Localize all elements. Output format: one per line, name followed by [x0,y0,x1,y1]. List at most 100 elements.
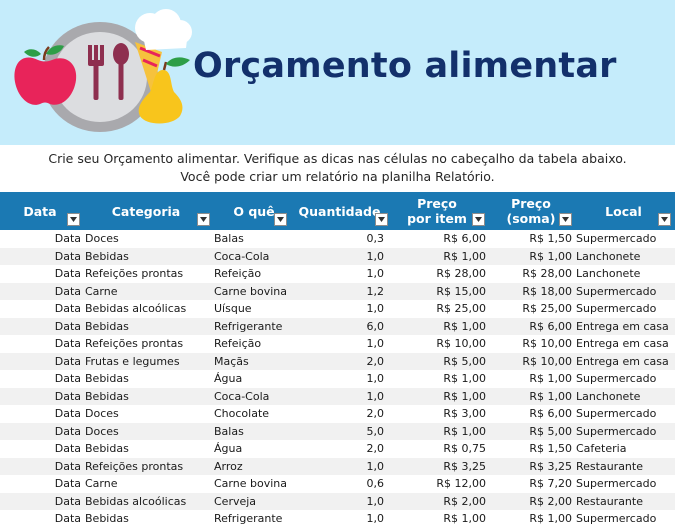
cell-place[interactable]: Lanchonete [576,249,641,263]
cell-date[interactable]: Data [54,512,81,525]
cell-what[interactable]: Coca-Cola [214,249,270,263]
cell-quantity[interactable]: 0,6 [366,477,385,490]
cell-price-per-item[interactable]: R$ 0,75 [443,442,486,455]
cell-what[interactable]: Água [214,372,243,385]
cell-quantity[interactable]: 6,0 [366,319,385,333]
cell-what[interactable]: Chocolate [214,407,270,420]
cell-price-per-item[interactable]: R$ 15,00 [436,284,486,298]
table-row[interactable]: Data Refeições prontas Refeição 1,0 R$ 1… [0,335,675,353]
cell-place[interactable]: Restaurante [576,459,643,473]
cell-quantity[interactable]: 1,0 [366,302,385,315]
table-row[interactable]: Data Bebidas Refrigerante 6,0 R$ 1,00 R$… [0,317,675,335]
cell-place[interactable]: Lanchonete [576,267,641,280]
cell-what[interactable]: Coca-Cola [214,389,270,403]
cell-place[interactable]: Entrega em casa [576,319,669,333]
column-header-quantity[interactable]: Quantidade [299,192,390,230]
cell-what[interactable]: Carne bovina [214,477,287,490]
cell-category[interactable]: Bebidas [85,249,129,263]
cell-what[interactable]: Refeição [214,267,262,280]
cell-what[interactable]: Balas [214,232,244,245]
filter-dropdown-icon[interactable] [274,213,287,226]
cell-price-sum[interactable]: R$ 2,00 [529,494,572,508]
cell-place[interactable]: Cafeteria [576,442,627,455]
cell-place[interactable]: Supermercado [576,477,657,490]
cell-price-sum[interactable]: R$ 3,25 [529,459,572,473]
table-row[interactable]: Data Bebidas Água 1,0 R$ 1,00 R$ 1,00 Su… [0,370,675,388]
cell-what[interactable]: Refeição [214,337,262,350]
table-row[interactable]: Data Bebidas Coca-Cola 1,0 R$ 1,00 R$ 1,… [0,387,675,405]
cell-quantity[interactable]: 1,2 [366,284,385,298]
cell-date[interactable]: Data [54,459,81,473]
cell-date[interactable]: Data [54,424,81,438]
cell-category[interactable]: Refeições prontas [85,459,184,473]
cell-category[interactable]: Doces [85,232,119,245]
cell-price-sum[interactable]: R$ 5,00 [529,424,572,438]
cell-place[interactable]: Supermercado [576,424,657,438]
cell-price-per-item[interactable]: R$ 3,25 [443,459,486,473]
cell-date[interactable]: Data [54,389,81,403]
cell-quantity[interactable]: 1,0 [366,372,385,385]
cell-category[interactable]: Bebidas alcoólicas [85,494,187,508]
cell-price-sum[interactable]: R$ 1,00 [529,249,572,263]
cell-quantity[interactable]: 1,0 [366,267,385,280]
cell-what[interactable]: Uísque [214,302,252,315]
cell-price-sum[interactable]: R$ 18,00 [522,284,572,298]
table-row[interactable]: Data Carne Carne bovina 1,2 R$ 15,00 R$ … [0,282,675,300]
cell-date[interactable]: Data [54,442,81,455]
cell-category[interactable]: Refeições prontas [85,337,184,350]
cell-quantity[interactable]: 2,0 [366,354,385,368]
cell-price-per-item[interactable]: R$ 1,00 [443,372,486,385]
cell-date[interactable]: Data [54,319,81,333]
cell-price-sum[interactable]: R$ 25,00 [522,302,572,315]
cell-quantity[interactable]: 1,0 [366,459,385,473]
cell-category[interactable]: Carne [85,477,118,490]
cell-date[interactable]: Data [54,232,81,245]
cell-date[interactable]: Data [54,407,81,420]
cell-date[interactable]: Data [54,249,81,263]
cell-price-sum[interactable]: R$ 1,00 [529,389,572,403]
cell-quantity[interactable]: 0,3 [366,232,385,245]
cell-price-sum[interactable]: R$ 1,50 [529,232,572,245]
cell-price-per-item[interactable]: R$ 1,00 [443,249,486,263]
filter-dropdown-icon[interactable] [375,213,388,226]
cell-category[interactable]: Bebidas [85,372,129,385]
cell-category[interactable]: Refeições prontas [85,267,184,280]
cell-place[interactable]: Supermercado [576,512,657,525]
cell-date[interactable]: Data [54,354,81,368]
cell-quantity[interactable]: 1,0 [366,494,385,508]
table-row[interactable]: Data Bebidas Coca-Cola 1,0 R$ 1,00 R$ 1,… [0,247,675,265]
filter-dropdown-icon[interactable] [559,213,572,226]
cell-category[interactable]: Bebidas [85,389,129,403]
cell-price-sum[interactable]: R$ 7,20 [529,477,572,490]
cell-category[interactable]: Doces [85,424,119,438]
filter-dropdown-icon[interactable] [197,213,210,226]
table-row[interactable]: Data Frutas e legumes Maçãs 2,0 R$ 5,00 … [0,352,675,370]
table-row[interactable]: Data Refeições prontas Arroz 1,0 R$ 3,25… [0,457,675,475]
cell-category[interactable]: Bebidas [85,512,129,525]
cell-what[interactable]: Refrigerante [214,512,283,525]
filter-dropdown-icon[interactable] [67,213,80,226]
column-header-category[interactable]: Categoria [84,192,213,230]
cell-price-sum[interactable]: R$ 10,00 [522,354,572,368]
table-row[interactable]: Data Refeições prontas Refeição 1,0 R$ 2… [0,265,675,283]
cell-place[interactable]: Supermercado [576,284,657,298]
cell-what[interactable]: Balas [214,424,244,438]
cell-price-per-item[interactable]: R$ 6,00 [443,232,486,245]
cell-price-sum[interactable]: R$ 6,00 [529,319,572,333]
cell-price-sum[interactable]: R$ 1,50 [529,442,572,455]
cell-what[interactable]: Água [214,442,243,455]
cell-what[interactable]: Arroz [214,459,243,473]
cell-place[interactable]: Supermercado [576,372,657,385]
cell-price-per-item[interactable]: R$ 25,00 [436,302,486,315]
column-header-price-per-item[interactable]: Preço por item [390,192,489,230]
table-row[interactable]: Data Bebidas Água 2,0 R$ 0,75 R$ 1,50 Ca… [0,440,675,458]
table-row[interactable]: Data Carne Carne bovina 0,6 R$ 12,00 R$ … [0,475,675,493]
cell-price-sum[interactable]: R$ 28,00 [522,267,572,280]
cell-category[interactable]: Frutas e legumes [85,354,180,368]
table-row[interactable]: Data Doces Chocolate 2,0 R$ 3,00 R$ 6,00… [0,405,675,423]
cell-what[interactable]: Carne bovina [214,284,287,298]
table-row[interactable]: Data Doces Balas 5,0 R$ 1,00 R$ 5,00 Sup… [0,422,675,440]
cell-date[interactable]: Data [54,494,81,508]
cell-date[interactable]: Data [54,302,81,315]
column-header-price-sum[interactable]: Preço (soma) [489,192,576,230]
